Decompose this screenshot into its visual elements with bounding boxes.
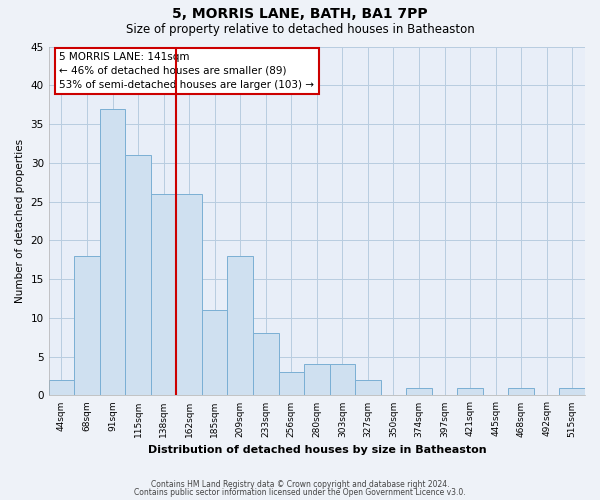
Bar: [329, 364, 355, 396]
Bar: [406, 388, 432, 396]
Text: Contains public sector information licensed under the Open Government Licence v3: Contains public sector information licen…: [134, 488, 466, 497]
X-axis label: Distribution of detached houses by size in Batheaston: Distribution of detached houses by size …: [148, 445, 486, 455]
Bar: [74, 256, 100, 396]
Bar: [559, 388, 585, 396]
Bar: [176, 194, 202, 396]
Bar: [304, 364, 329, 396]
Bar: [125, 155, 151, 396]
Bar: [100, 108, 125, 396]
Text: 5 MORRIS LANE: 141sqm
← 46% of detached houses are smaller (89)
53% of semi-deta: 5 MORRIS LANE: 141sqm ← 46% of detached …: [59, 52, 314, 90]
Bar: [151, 194, 176, 396]
Text: 5, MORRIS LANE, BATH, BA1 7PP: 5, MORRIS LANE, BATH, BA1 7PP: [172, 8, 428, 22]
Y-axis label: Number of detached properties: Number of detached properties: [15, 139, 25, 303]
Bar: [202, 310, 227, 396]
Bar: [278, 372, 304, 396]
Bar: [49, 380, 74, 396]
Bar: [508, 388, 534, 396]
Text: Contains HM Land Registry data © Crown copyright and database right 2024.: Contains HM Land Registry data © Crown c…: [151, 480, 449, 489]
Bar: [227, 256, 253, 396]
Bar: [253, 334, 278, 396]
Bar: [355, 380, 380, 396]
Text: Size of property relative to detached houses in Batheaston: Size of property relative to detached ho…: [125, 22, 475, 36]
Bar: [457, 388, 483, 396]
